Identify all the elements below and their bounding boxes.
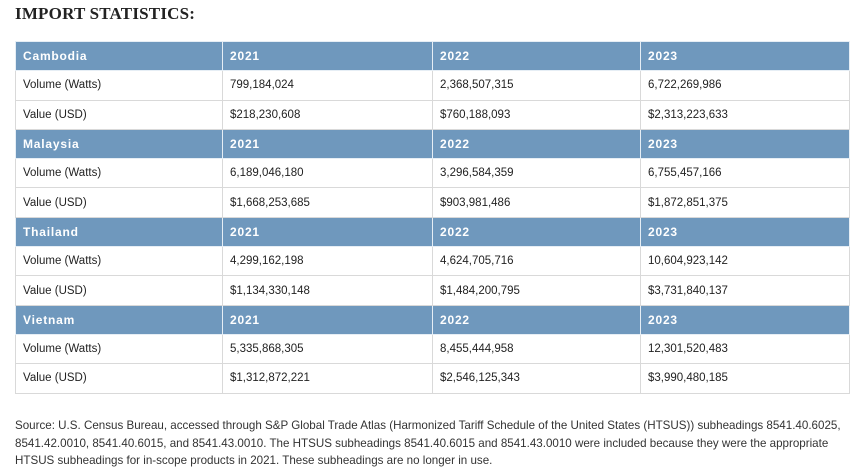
country-cell: Thailand <box>15 216 223 248</box>
value-cell: $3,731,840,137 <box>640 275 850 306</box>
value-cell: 6,189,046,180 <box>222 158 433 189</box>
value-cell: 6,722,269,986 <box>640 70 850 101</box>
value-cell: 5,335,868,305 <box>222 333 433 365</box>
year-cell: 2023 <box>640 128 850 160</box>
row-label-cell: Volume (Watts) <box>15 70 223 101</box>
value-cell: $1,484,200,795 <box>432 275 641 306</box>
value-cell: 4,624,705,716 <box>432 246 641 277</box>
data-row: Value (USD) $1,668,253,685 $903,981,486 $1,… <box>15 187 850 218</box>
value-cell: $760,188,093 <box>432 99 641 130</box>
section-header-row: Thailand 2021 2022 2023 <box>15 216 850 248</box>
data-row: Value (USD) $1,312,872,221 $2,546,125,343 $… <box>15 363 850 394</box>
value-cell: $1,312,872,221 <box>222 363 433 394</box>
value-cell: 2,368,507,315 <box>432 70 641 101</box>
value-cell: 4,299,162,198 <box>222 246 433 277</box>
import-table: Cambodia 2021 2022 2023 Volume (Watts) 799,18… <box>15 40 850 394</box>
page-title: IMPORT STATISTICS: <box>15 4 196 23</box>
value-cell: 6,755,457,166 <box>640 158 850 189</box>
row-label-cell: Volume (Watts) <box>15 158 223 189</box>
year-cell: 2023 <box>640 40 850 72</box>
section-header-row: Malaysia 2021 2022 2023 <box>15 128 850 160</box>
row-label-cell: Value (USD) <box>15 187 223 218</box>
value-cell: $1,668,253,685 <box>222 187 433 218</box>
year-cell: 2022 <box>432 128 641 160</box>
country-cell: Malaysia <box>15 128 223 160</box>
value-cell: 10,604,923,142 <box>640 246 850 277</box>
data-row: Volume (Watts) 799,184,024 2,368,507,315 6,… <box>15 70 850 101</box>
source-note: Source: U.S. Census Bureau, accessed thr… <box>15 419 841 468</box>
value-cell: $1,872,851,375 <box>640 187 850 218</box>
section-header-row: Cambodia 2021 2022 2023 <box>15 40 850 72</box>
year-cell: 2022 <box>432 304 641 335</box>
year-cell: 2021 <box>222 40 433 72</box>
value-cell: 12,301,520,483 <box>640 333 850 365</box>
value-cell: 799,184,024 <box>222 70 433 101</box>
row-label-cell: Value (USD) <box>15 275 223 306</box>
row-label-cell: Value (USD) <box>15 363 223 394</box>
data-row: Value (USD) $1,134,330,148 $1,484,200,795 $… <box>15 275 850 306</box>
value-cell: $903,981,486 <box>432 187 641 218</box>
country-cell: Cambodia <box>15 40 223 72</box>
value-cell: 3,296,584,359 <box>432 158 641 189</box>
data-row: Volume (Watts) 4,299,162,198 4,624,705,716… <box>15 246 850 277</box>
value-cell: $3,990,480,185 <box>640 363 850 394</box>
year-cell: 2021 <box>222 304 433 335</box>
data-row: Volume (Watts) 6,189,046,180 3,296,584,359… <box>15 158 850 189</box>
year-cell: 2022 <box>432 216 641 248</box>
table-body: Cambodia 2021 2022 2023 Volume (Watts) 799,18… <box>15 40 850 394</box>
year-cell: 2021 <box>222 216 433 248</box>
row-label-cell: Volume (Watts) <box>15 246 223 277</box>
year-cell: 2023 <box>640 216 850 248</box>
row-label-cell: Value (USD) <box>15 99 223 130</box>
year-cell: 2022 <box>432 40 641 72</box>
row-label-cell: Volume (Watts) <box>15 333 223 365</box>
section-header-row: Vietnam 2021 2022 2023 <box>15 304 850 335</box>
value-cell: $218,230,608 <box>222 99 433 130</box>
year-cell: 2021 <box>222 128 433 160</box>
data-row: Value (USD) $218,230,608 $760,188,093 $2,31… <box>15 99 850 130</box>
country-cell: Vietnam <box>15 304 223 335</box>
value-cell: $2,313,223,633 <box>640 99 850 130</box>
year-cell: 2023 <box>640 304 850 335</box>
value-cell: $2,546,125,343 <box>432 363 641 394</box>
data-row: Volume (Watts) 5,335,868,305 8,455,444,958… <box>15 333 850 365</box>
value-cell: 8,455,444,958 <box>432 333 641 365</box>
value-cell: $1,134,330,148 <box>222 275 433 306</box>
